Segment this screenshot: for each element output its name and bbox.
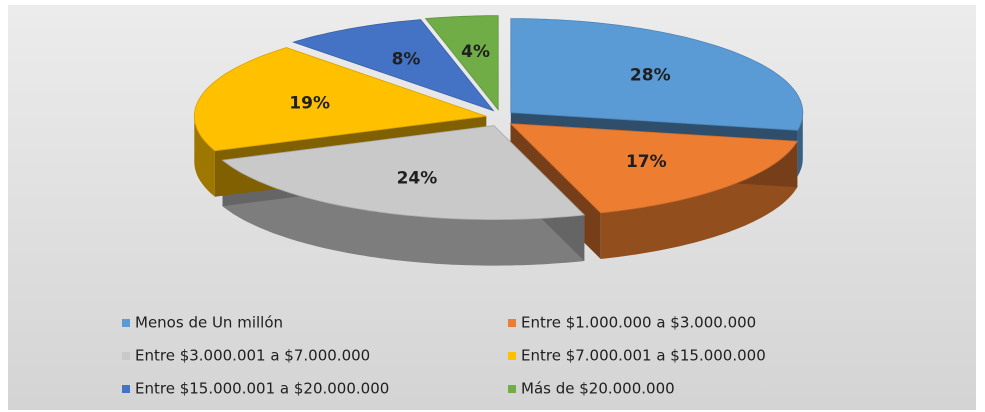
legend-label: Entre $7.000.001 a $15.000.000 [521,347,766,365]
legend-label: Entre $3.000.001 a $7.000.000 [135,347,370,365]
legend-swatch [122,385,130,393]
legend: Menos de Un millón Entre $1.000.000 a $3.… [122,314,766,398]
slice [509,123,798,214]
data-label: 4% [461,42,490,62]
legend-swatch [122,319,130,327]
data-label: 8% [392,50,421,70]
legend-swatch [508,319,516,327]
data-label: 17% [626,152,667,172]
slice [193,47,487,152]
legend-label: Entre $1.000.000 a $3.000.000 [521,314,756,332]
slice-side [194,116,215,197]
legend-label: Menos de Un millón [135,314,283,332]
pie-tops: 28% 17% 24% 19% 8% 4% [193,15,804,221]
data-label: 24% [397,168,438,188]
data-label: 28% [630,65,671,85]
data-label: 19% [289,93,330,113]
legend-swatch [508,385,516,393]
legend-swatch [508,352,516,360]
slice [292,19,495,112]
slice [221,125,586,221]
slice-side [222,160,585,266]
legend-label: Más de $20.000.000 [521,380,675,398]
legend-swatch [122,352,130,360]
slice [424,15,499,111]
slice-side [600,141,798,259]
legend-label: Entre $15.000.001 a $20.000.000 [135,380,389,398]
slice [510,18,804,131]
